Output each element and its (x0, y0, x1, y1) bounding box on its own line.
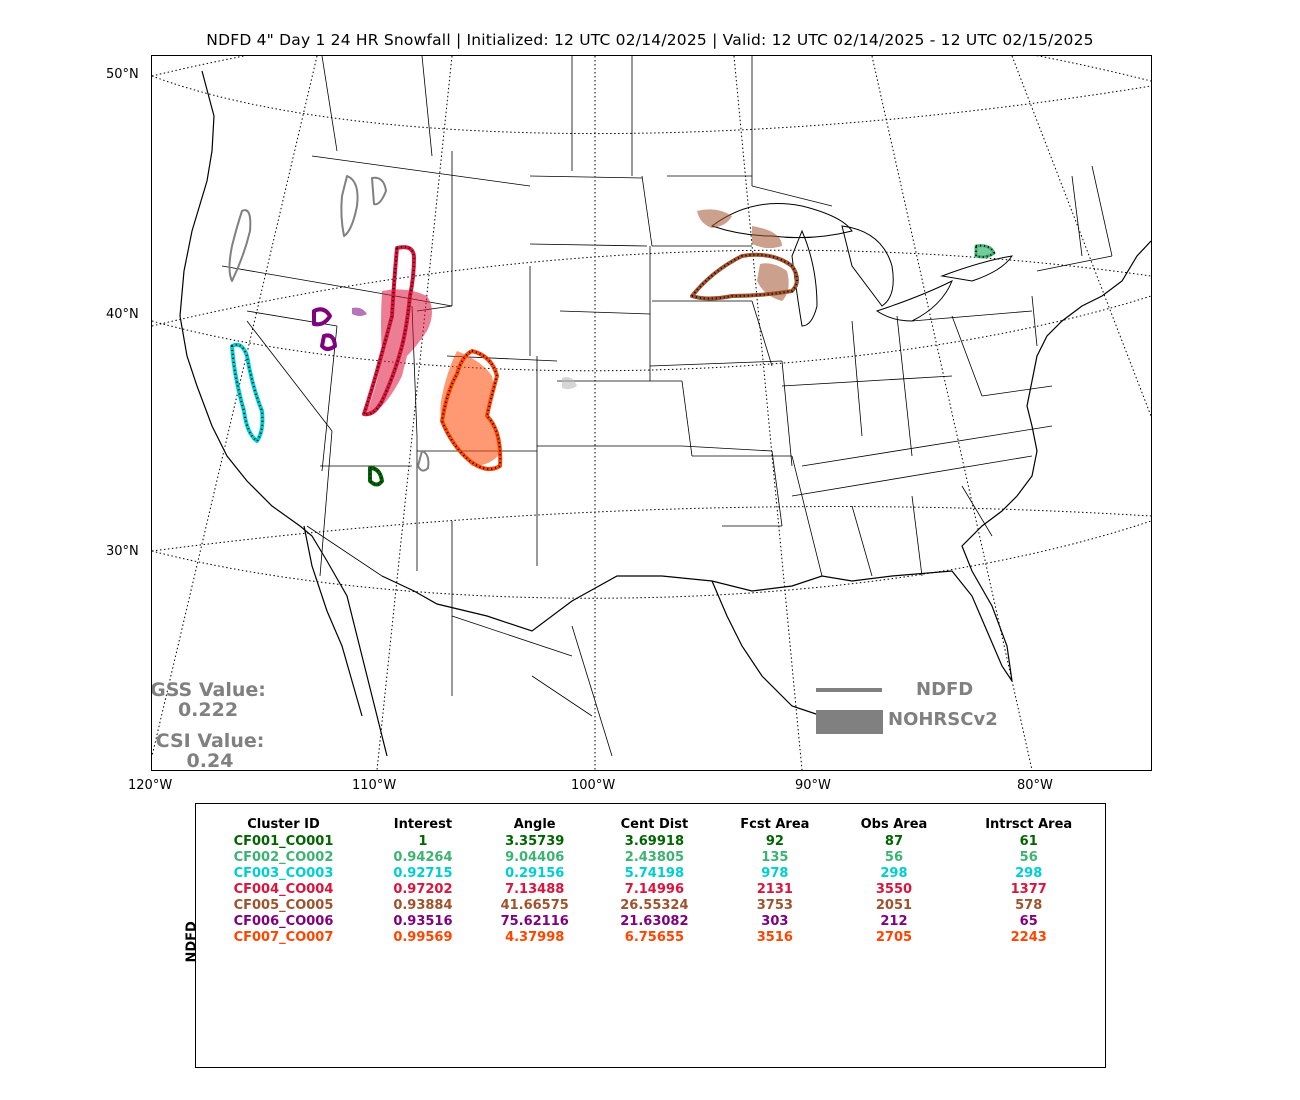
state-borders (221, 56, 1113, 757)
table-cell: 2243 (1010, 929, 1047, 945)
table-row: CF006_CO006 0.93516 75.62116 21.63082 303 212… (196, 913, 1105, 929)
table-cell: 0.93516 (393, 913, 453, 929)
table-cell: 298 (880, 865, 908, 881)
table-cell: 1 (418, 833, 428, 849)
intersection-dots (230, 244, 996, 486)
observed-areas (352, 209, 994, 466)
table-cell: 75.62116 (500, 913, 569, 929)
table-cell: 9.04406 (505, 849, 565, 865)
table-cell: 21.63082 (620, 913, 689, 929)
table-cell: 56 (1019, 849, 1038, 865)
table-cell: CF004_CO004 (233, 881, 334, 897)
table-cell: 26.55324 (620, 897, 689, 913)
table-cell: 7.13488 (505, 881, 565, 897)
lat-label-50: 50°N (106, 67, 139, 82)
table-cell: 578 (1015, 897, 1043, 913)
table-cell: 0.99569 (393, 929, 453, 945)
table-cell: CF003_CO003 (233, 865, 334, 881)
table-cell: CF002_CO002 (233, 849, 334, 865)
table-row: CF003_CO003 0.92715 0.29156 5.74198 978 298 29… (196, 865, 1105, 881)
table-cell: 92 (765, 833, 784, 849)
chart-title: NDFD 4" Day 1 24 HR Snowfall | Initializ… (206, 31, 1094, 49)
table-cell: 2705 (875, 929, 913, 945)
map-panel: GSS Value: 0.222 CSI Value: 0.24 NDFD NO… (151, 55, 1152, 771)
table-cell: 2.43805 (624, 849, 684, 865)
csi-value: 0.24 (186, 750, 234, 771)
table-cell: 0.94264 (393, 849, 453, 865)
header-intrsct-area: Intrsct Area (985, 816, 1073, 832)
table-cell: 4.37998 (505, 929, 565, 945)
coastline (179, 70, 1151, 757)
table-cell: 303 (761, 913, 789, 929)
table-cell: 65 (1019, 913, 1038, 929)
lon-label-100: 100°W (571, 778, 616, 793)
table-cell: 212 (880, 913, 908, 929)
table-cell: CF005_CO005 (233, 897, 334, 913)
table-cell: 135 (761, 849, 789, 865)
stats-table: Cluster ID Interest Angle Cent Dist Fcst… (196, 815, 1105, 945)
stats-table-panel: Cluster ID Interest Angle Cent Dist Fcst… (195, 803, 1106, 1068)
table-body: CF001_CO001 1 3.35739 3.69918 92 87 61 CF002_CO… (196, 833, 1105, 945)
header-fcst-area: Fcst Area (740, 816, 810, 832)
forecast-outlines (228, 175, 996, 487)
table-cell: 61 (1019, 833, 1038, 849)
table-cell: CF006_CO006 (233, 913, 334, 929)
lon-label-110: 110°W (352, 778, 397, 793)
table-cell: 3.69918 (624, 833, 684, 849)
table-row: CF002_CO002 0.94264 9.04406 2.43805 135 56 56 (196, 849, 1105, 865)
table-cell: 0.29156 (505, 865, 565, 881)
great-lakes (710, 203, 1014, 327)
table-cell: CF001_CO001 (233, 833, 334, 849)
table-row: CF001_CO001 1 3.35739 3.69918 92 87 61 (196, 833, 1105, 849)
legend-observed-label: NOHRSCv2 (888, 709, 998, 730)
legend-fill-swatch (816, 710, 883, 734)
lon-label-80: 80°W (1017, 778, 1053, 793)
latitude-lines (152, 56, 1151, 599)
longitude-lines (152, 56, 1151, 770)
table-cell: 3550 (875, 881, 913, 897)
table-cell: 0.92715 (393, 865, 453, 881)
lat-label-40: 40°N (106, 307, 139, 322)
table-cell: 7.14996 (624, 881, 684, 897)
table-header-row: Cluster ID Interest Angle Cent Dist Fcst… (196, 815, 1105, 833)
table-cell: 298 (1015, 865, 1043, 881)
table-cell: 87 (884, 833, 903, 849)
table-row: CF007_CO007 0.99569 4.37998 6.75655 3516 2705… (196, 929, 1105, 945)
gss-value: 0.222 (177, 699, 239, 721)
table-cell: 978 (761, 865, 789, 881)
table-row: CF005_CO005 0.93884 41.66575 26.55324 3753 20… (196, 897, 1105, 913)
table-cell: 2051 (875, 897, 913, 913)
lon-label-120: 120°W (128, 778, 173, 793)
header-cent-dist: Cent Dist (620, 816, 689, 832)
table-cell: 3.35739 (505, 833, 565, 849)
legend-forecast-label: NDFD (916, 679, 974, 700)
map-canvas (152, 56, 1151, 770)
table-cell: CF007_CO007 (233, 929, 334, 945)
table-cell: 3516 (756, 929, 793, 945)
header-obs-area: Obs Area (860, 816, 928, 832)
table-cell: 0.97202 (393, 881, 453, 897)
table-cell: 2131 (756, 881, 793, 897)
csi-label: CSI Value: (155, 730, 265, 752)
table-cell: 3753 (756, 897, 793, 913)
header-angle: Angle (513, 816, 556, 832)
table-cell: 1377 (1010, 881, 1047, 897)
table-cell: 56 (884, 849, 903, 865)
gss-label: GSS Value: (151, 679, 266, 701)
header-cluster-id: Cluster ID (247, 816, 320, 832)
table-cell: 6.75655 (624, 929, 684, 945)
table-cell: 0.93884 (393, 897, 453, 913)
table-row: CF004_CO004 0.97202 7.13488 7.14996 2131 3550… (196, 881, 1105, 897)
header-interest: Interest (393, 816, 453, 832)
table-cell: 41.66575 (500, 897, 569, 913)
lon-label-90: 90°W (795, 778, 831, 793)
table-cell: 5.74198 (624, 865, 684, 881)
lat-label-30: 30°N (106, 544, 139, 559)
